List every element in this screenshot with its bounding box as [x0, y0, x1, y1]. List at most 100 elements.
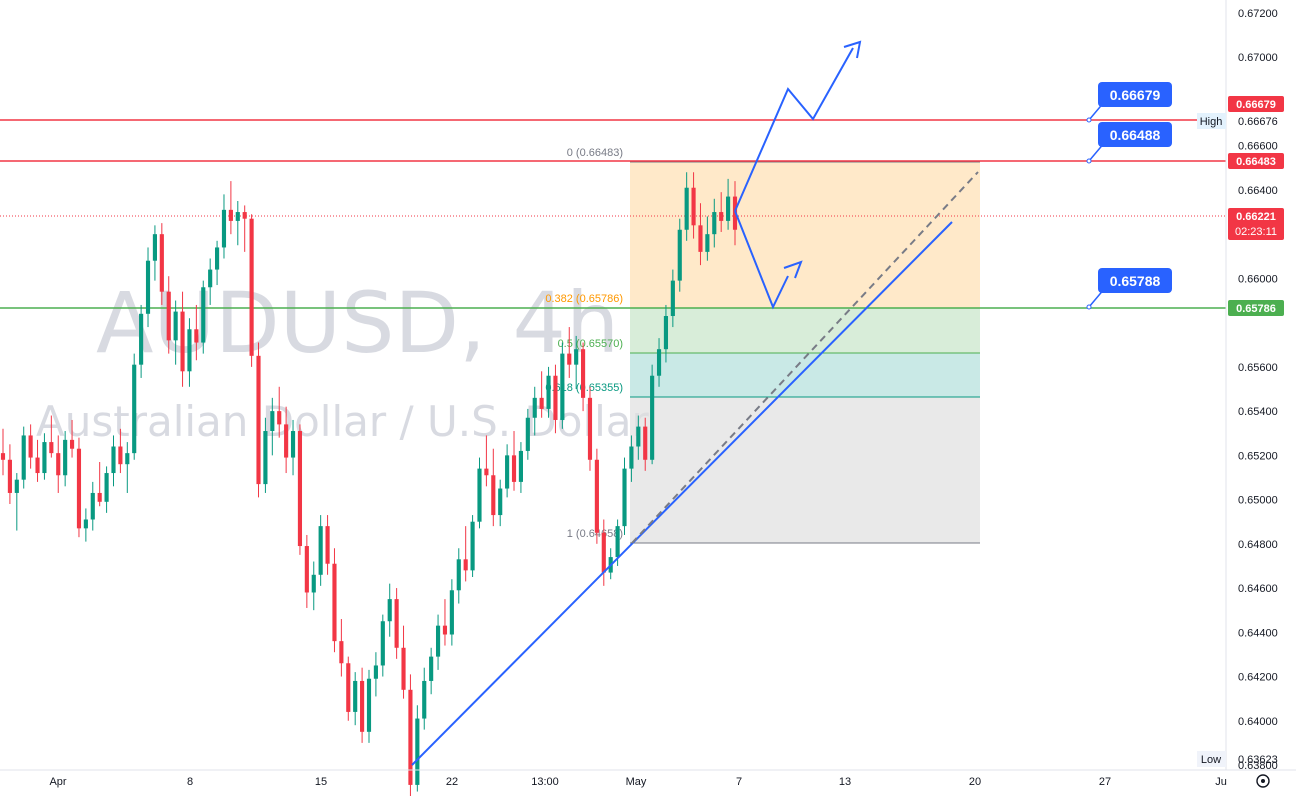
price-tag-resistance-text: 0.66483 — [1236, 156, 1276, 168]
candle-body — [69, 439, 75, 449]
price-tick-label: 0.65200 — [1238, 450, 1278, 462]
candle-body — [719, 212, 724, 221]
candle — [139, 304, 144, 378]
fib-zone-382-5 — [630, 308, 980, 353]
candle-body — [581, 349, 586, 398]
candle-body — [587, 397, 593, 460]
candle-body — [643, 426, 648, 460]
candle-body — [221, 209, 227, 248]
price-tick-label: 0.65400 — [1238, 406, 1278, 418]
time-tick-label: 15 — [315, 776, 327, 788]
candle-body — [422, 680, 427, 719]
price-tag-resistance — [1228, 153, 1284, 169]
candle-body — [366, 678, 372, 732]
candle-body — [629, 446, 634, 469]
candle — [435, 614, 441, 670]
candle-body — [28, 435, 33, 458]
candle-body — [194, 329, 199, 343]
candle — [145, 247, 151, 328]
projection-path-up[interactable] — [734, 47, 854, 212]
candle — [166, 276, 171, 354]
candle-body — [201, 287, 206, 343]
candle — [553, 364, 558, 434]
time-tick-label: 7 — [736, 776, 742, 788]
candle-body — [491, 475, 496, 516]
candle-body — [14, 479, 19, 493]
time-tick-label: 13:00 — [531, 776, 559, 788]
candle — [422, 667, 427, 730]
candle-body — [484, 468, 489, 476]
candle-body — [180, 311, 185, 372]
time-tick-label: 22 — [446, 776, 458, 788]
price-tick-label: 0.65600 — [1238, 362, 1278, 374]
callout-box — [1098, 82, 1172, 107]
candle-body — [670, 280, 675, 317]
candle-body — [111, 446, 116, 474]
candle — [311, 561, 316, 611]
candle-body — [394, 599, 399, 648]
price-tick-label: 0.66400 — [1238, 185, 1278, 197]
candle-body — [408, 689, 413, 785]
candle — [0, 428, 6, 476]
settings-icon[interactable] — [1256, 774, 1270, 788]
candle — [373, 652, 378, 697]
candle-body — [691, 187, 696, 226]
fib-zone-618-1 — [630, 397, 980, 543]
candle-body — [726, 196, 731, 221]
price-tick-label: 0.64400 — [1238, 627, 1278, 639]
candle — [415, 705, 420, 792]
candle — [173, 300, 178, 365]
candle-body — [601, 532, 606, 573]
candle-body — [656, 349, 662, 376]
candle-body — [332, 563, 337, 642]
candle — [643, 417, 648, 471]
price-tick-label: 0.64200 — [1238, 672, 1278, 684]
candle — [201, 280, 206, 354]
candle — [712, 198, 717, 248]
candle-body — [208, 269, 213, 288]
candle — [304, 534, 309, 608]
callout-66488[interactable]: 0.66488 — [1086, 122, 1172, 164]
time-tick-label: Ju — [1215, 776, 1227, 788]
candle — [532, 386, 537, 436]
candle-body — [256, 355, 261, 485]
candle-body — [0, 453, 6, 460]
candle-body — [677, 229, 682, 281]
time-axis[interactable]: Apr 8 15 22 13:00 May 7 13 20 27 Ju — [0, 769, 1296, 788]
candle — [670, 269, 675, 328]
price-tick-label: 0.64000 — [1238, 716, 1278, 728]
candle-body — [125, 453, 130, 465]
trendline-solid[interactable] — [411, 221, 953, 766]
candle — [42, 433, 47, 480]
callout-66679[interactable]: 0.66679 — [1086, 82, 1172, 123]
candle-body — [705, 234, 710, 252]
fib-label-1: 1 (0.64658) — [567, 528, 623, 540]
price-axis[interactable]: 0.672000.670000.668000.666000.664000.660… — [1197, 0, 1296, 772]
candle-body — [104, 473, 109, 502]
candle-body — [325, 526, 330, 564]
candle-body — [249, 218, 254, 356]
projection-path-down[interactable] — [734, 210, 789, 310]
candle-body — [242, 212, 247, 219]
candle-body — [511, 455, 517, 482]
candle — [726, 178, 731, 230]
candle — [339, 619, 344, 677]
candle — [263, 417, 268, 493]
callout-box — [1098, 122, 1172, 147]
candle — [505, 444, 510, 498]
low-label: Low — [1201, 754, 1221, 766]
candle-body — [311, 574, 316, 593]
candle — [394, 588, 399, 659]
candle — [601, 519, 606, 586]
callout-65788[interactable]: 0.65788 — [1086, 268, 1172, 310]
candle-body — [553, 375, 558, 420]
candle-body — [401, 647, 406, 690]
high-value: 0.66676 — [1238, 116, 1278, 128]
fibonacci-retracement[interactable]: 0 (0.66483) 0.382 (0.65786) 0.5 (0.65570… — [545, 147, 980, 544]
candle-body — [463, 559, 468, 571]
candle — [636, 415, 641, 460]
candle — [180, 291, 185, 387]
candle — [587, 386, 593, 471]
trendline-dashed[interactable] — [631, 171, 979, 544]
